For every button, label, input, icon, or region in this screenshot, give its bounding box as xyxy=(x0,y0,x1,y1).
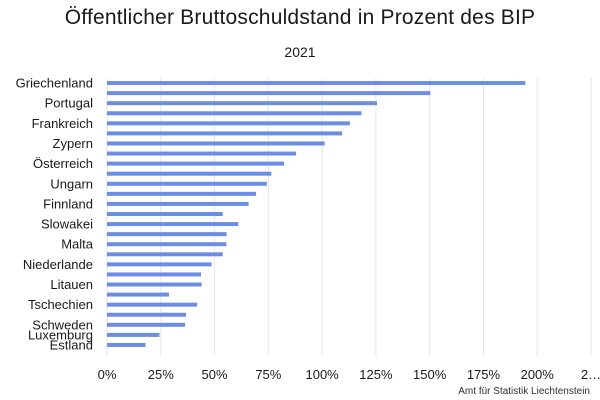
chart-title: Öffentlicher Bruttoschuldstand in Prozen… xyxy=(64,6,536,29)
bar xyxy=(107,151,297,156)
bar xyxy=(107,181,267,186)
bar xyxy=(107,201,249,206)
bar xyxy=(107,342,146,347)
x-tick-label: 150% xyxy=(413,367,447,382)
bar xyxy=(107,81,526,86)
chart-subtitle: 2021 xyxy=(284,44,316,60)
category-label: Tschechien xyxy=(28,297,93,312)
category-labels: Griechenland Portugal Frankreich Zypern Öste… xyxy=(16,76,94,353)
bar xyxy=(107,272,202,277)
source-note: Amt für Statistik Liechtenstein xyxy=(458,386,590,397)
category-label: Slowakei xyxy=(41,217,93,232)
category-label: Litauen xyxy=(50,277,93,292)
category-label: Österreich xyxy=(33,156,93,171)
bar xyxy=(107,292,169,297)
x-tick-label: 0% xyxy=(98,367,117,382)
x-tick-label: 125% xyxy=(359,367,393,382)
bar xyxy=(107,111,362,116)
bar xyxy=(107,252,223,257)
bar xyxy=(107,322,186,327)
category-label: Estland xyxy=(50,337,93,352)
bar xyxy=(107,232,227,237)
bar xyxy=(107,302,198,307)
bar xyxy=(107,242,227,247)
category-label: Malta xyxy=(61,237,94,252)
x-tick-label: 2… xyxy=(581,367,600,382)
category-label: Finnland xyxy=(43,196,93,211)
bar xyxy=(107,222,239,227)
category-label: Ungarn xyxy=(50,176,93,191)
bar xyxy=(107,312,186,317)
category-label: Griechenland xyxy=(16,76,93,91)
x-tick-labels: 0% 25% 50% 75% 100% 125% 150% 175% 200% 2… xyxy=(98,367,600,382)
category-label: Frankreich xyxy=(32,116,93,131)
bar xyxy=(107,131,343,136)
bar xyxy=(107,332,160,337)
bar xyxy=(107,91,431,96)
bar xyxy=(107,212,223,216)
x-tick-label: 200% xyxy=(521,367,555,382)
category-label: Luxemburg xyxy=(28,327,93,342)
category-label: Zypern xyxy=(53,136,93,151)
bar xyxy=(107,101,377,106)
category-label: Schweden xyxy=(32,317,93,332)
x-tick-label: 75% xyxy=(255,367,281,382)
bar xyxy=(107,191,257,196)
x-tick-label: 100% xyxy=(305,367,339,382)
bar xyxy=(107,141,325,146)
bar xyxy=(107,121,350,126)
x-tick-label: 175% xyxy=(467,367,501,382)
category-label: Portugal xyxy=(45,96,94,111)
x-tick-label: 50% xyxy=(202,367,228,382)
bar xyxy=(107,171,272,176)
category-label: Niederlande xyxy=(23,257,93,272)
bars xyxy=(107,81,526,347)
bar xyxy=(107,282,202,287)
bar xyxy=(107,262,212,267)
bar xyxy=(107,161,285,166)
x-tick-label: 25% xyxy=(148,367,174,382)
